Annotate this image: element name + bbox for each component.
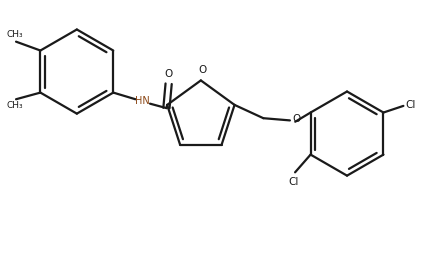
Text: O: O bbox=[165, 69, 173, 79]
Text: HN: HN bbox=[135, 96, 149, 107]
Text: Cl: Cl bbox=[289, 177, 299, 187]
Text: O: O bbox=[292, 114, 301, 124]
Text: O: O bbox=[198, 65, 206, 75]
Text: CH₃: CH₃ bbox=[6, 102, 23, 110]
Text: Cl: Cl bbox=[405, 100, 416, 110]
Text: CH₃: CH₃ bbox=[6, 30, 23, 39]
